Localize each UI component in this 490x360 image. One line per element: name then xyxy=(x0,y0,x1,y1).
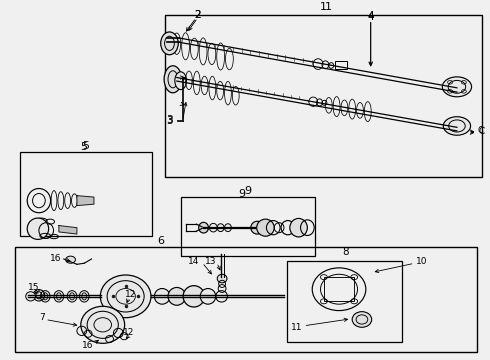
Ellipse shape xyxy=(26,292,35,301)
Ellipse shape xyxy=(257,219,274,236)
Bar xyxy=(288,261,402,342)
Ellipse shape xyxy=(200,288,216,304)
Bar xyxy=(324,278,354,301)
Text: 4: 4 xyxy=(368,11,374,21)
Ellipse shape xyxy=(183,286,204,307)
Ellipse shape xyxy=(67,291,77,302)
Text: 3: 3 xyxy=(166,116,173,126)
Ellipse shape xyxy=(161,32,178,55)
Ellipse shape xyxy=(290,219,307,237)
Text: 9: 9 xyxy=(239,189,245,199)
Text: 4: 4 xyxy=(368,12,374,22)
Bar xyxy=(20,152,152,236)
Polygon shape xyxy=(77,195,94,206)
Text: 13: 13 xyxy=(205,257,217,266)
Text: 16: 16 xyxy=(82,341,94,350)
Text: 9: 9 xyxy=(244,186,251,196)
Text: 12: 12 xyxy=(125,290,136,299)
Bar xyxy=(165,15,482,177)
Text: 6: 6 xyxy=(157,236,164,246)
Ellipse shape xyxy=(175,72,187,90)
Text: 5: 5 xyxy=(83,141,90,151)
Bar xyxy=(181,197,315,256)
Text: 8: 8 xyxy=(343,247,349,257)
Ellipse shape xyxy=(79,291,89,302)
Polygon shape xyxy=(59,225,77,234)
Text: C: C xyxy=(479,127,485,136)
Bar xyxy=(335,61,347,69)
Ellipse shape xyxy=(251,221,264,234)
Ellipse shape xyxy=(217,274,227,283)
Ellipse shape xyxy=(168,287,186,305)
Text: 3: 3 xyxy=(167,115,173,125)
Ellipse shape xyxy=(199,222,208,233)
Ellipse shape xyxy=(100,275,151,318)
Text: C: C xyxy=(477,126,483,135)
Text: 11: 11 xyxy=(292,323,303,332)
Text: 12: 12 xyxy=(123,328,135,337)
Ellipse shape xyxy=(164,66,182,93)
Text: 15: 15 xyxy=(28,283,40,292)
Text: 1: 1 xyxy=(320,3,327,12)
Ellipse shape xyxy=(81,306,124,343)
Ellipse shape xyxy=(40,291,50,302)
Text: 1: 1 xyxy=(325,3,332,12)
Ellipse shape xyxy=(27,218,49,239)
Ellipse shape xyxy=(442,77,471,97)
Text: 14: 14 xyxy=(188,257,199,266)
Text: 2: 2 xyxy=(195,9,201,19)
Text: 5: 5 xyxy=(80,142,87,152)
Ellipse shape xyxy=(443,117,470,135)
Text: 16: 16 xyxy=(50,254,62,263)
Ellipse shape xyxy=(352,312,372,327)
Text: 10: 10 xyxy=(416,257,427,266)
Ellipse shape xyxy=(154,288,170,304)
Text: 2: 2 xyxy=(195,9,201,19)
Bar xyxy=(15,247,477,352)
Text: 7: 7 xyxy=(39,313,45,322)
Ellipse shape xyxy=(66,256,75,263)
Ellipse shape xyxy=(54,291,64,302)
